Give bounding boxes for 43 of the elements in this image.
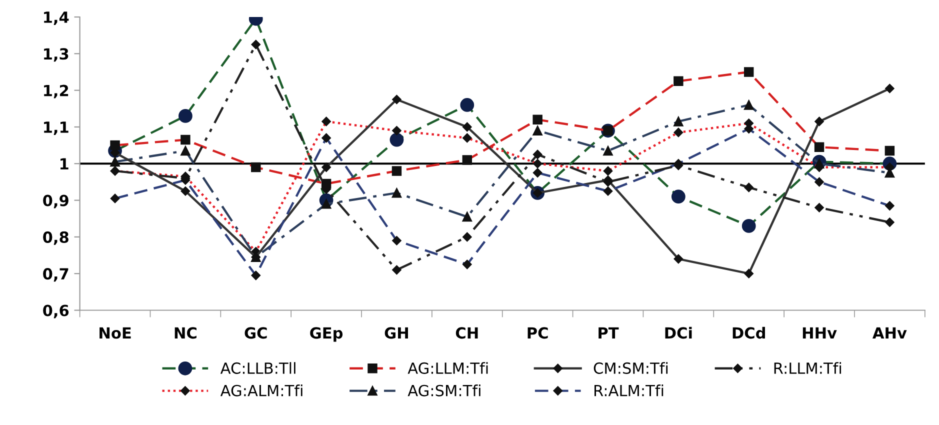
y-tick-label: 1 (60, 158, 68, 170)
legend-label: AG:ALM:Tfi (220, 384, 302, 396)
y-tick-label: 1,4 (44, 12, 69, 25)
x-tick-label: GEp (310, 327, 343, 342)
y-tick-label: 0,9 (43, 194, 68, 208)
x-tick-label: DCi (665, 326, 692, 339)
point (462, 232, 472, 242)
point (744, 268, 754, 278)
x-tick-label: NoE (100, 327, 131, 339)
point (814, 116, 824, 126)
y-tick-label: 1,1 (44, 122, 68, 135)
point (322, 162, 331, 172)
point (462, 122, 472, 132)
x-tick-label: CH (456, 327, 478, 339)
legend-label: AG:LLM:Tfi (408, 362, 488, 374)
point (885, 218, 894, 227)
point (180, 186, 190, 196)
point (532, 150, 542, 160)
legend-label: R:LLM:Tfi (774, 362, 842, 374)
point (744, 182, 754, 192)
x-tick-label: NC (174, 327, 196, 339)
y-tick-label: 0,8 (43, 231, 68, 245)
x-tick-label: GH (384, 327, 408, 339)
x-tick-label: DCd (732, 326, 765, 339)
x-tick-label: HHv (802, 327, 837, 339)
point (814, 202, 824, 212)
x-tick-label: AHv (872, 327, 907, 339)
y-tick-label: 0,7 (43, 268, 68, 282)
y-tick-label: 0,6 (43, 304, 69, 318)
y-tick-label: 1,2 (44, 84, 68, 98)
point (392, 94, 402, 104)
legend-label: AG:SM:Tfi (408, 384, 480, 396)
legend-label: R:ALM:Tfi (594, 384, 664, 396)
point (674, 254, 684, 264)
x-tick-label: PC (528, 327, 548, 339)
legend-label: CM:SM:Tfi (594, 362, 668, 374)
point (251, 40, 260, 50)
point (392, 265, 402, 275)
legend-label: AC:LLB:Tll (220, 362, 296, 374)
y-tick-label: 1,3 (44, 48, 68, 62)
x-tick-label: PT (598, 327, 619, 339)
point (885, 84, 894, 94)
x-tick-label: GC (244, 327, 267, 339)
